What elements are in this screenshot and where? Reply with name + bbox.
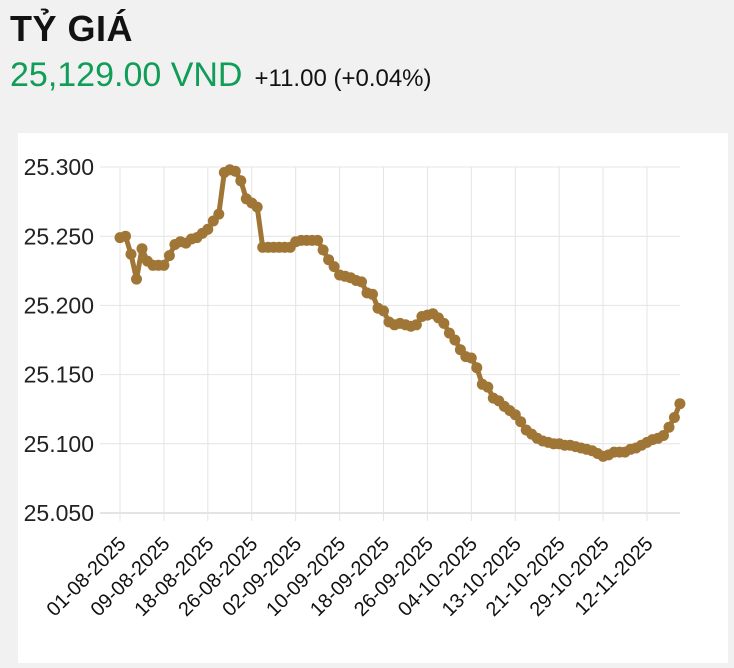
widget-header: TỶ GIÁ 25,129.00 VND +11.00 (+0.04%)	[0, 0, 734, 95]
data-point-marker[interactable]	[674, 398, 686, 410]
y-axis-tick-label: 25.300	[24, 154, 94, 180]
chart-card: 25.300 25.250 25.200 25.150 25.100 25.050 01-0…	[18, 133, 728, 663]
data-point-marker[interactable]	[367, 288, 378, 300]
data-point-marker[interactable]	[120, 230, 131, 242]
data-point-marker[interactable]	[449, 334, 461, 346]
y-axis-tick-label: 25.100	[24, 431, 94, 457]
data-point-marker[interactable]	[438, 317, 450, 329]
data-point-marker[interactable]	[312, 234, 324, 246]
data-point-marker[interactable]	[668, 412, 680, 423]
current-price: 25,129.00 VND	[10, 56, 243, 94]
exchange-rate-chart[interactable]: 25.30025.25025.20025.15025.10025.05001-0…	[18, 133, 728, 663]
data-point-marker[interactable]	[482, 381, 494, 393]
data-point-marker[interactable]	[317, 244, 329, 256]
data-point-marker[interactable]	[125, 248, 137, 260]
data-point-marker[interactable]	[229, 165, 241, 177]
y-axis-tick-label: 25.150	[24, 362, 94, 388]
data-point-marker[interactable]	[328, 261, 340, 273]
data-point-marker[interactable]	[235, 175, 247, 187]
price-change: +11.00 (+0.04%)	[254, 65, 432, 92]
price-row: 25,129.00 VND +11.00 (+0.04%)	[10, 56, 734, 95]
data-point-marker[interactable]	[658, 430, 669, 441]
data-point-marker[interactable]	[163, 250, 175, 262]
data-point-marker[interactable]	[251, 201, 263, 213]
data-point-marker[interactable]	[378, 305, 389, 317]
data-point-marker[interactable]	[515, 416, 527, 428]
price-line	[117, 167, 683, 459]
widget-title: TỶ GIÁ	[10, 8, 134, 49]
data-point-marker[interactable]	[471, 362, 483, 374]
data-point-marker[interactable]	[202, 223, 214, 235]
y-axis-tick-label: 25.050	[24, 500, 94, 526]
data-point-marker[interactable]	[131, 273, 142, 285]
data-point-marker[interactable]	[410, 319, 422, 331]
data-point-marker[interactable]	[158, 259, 170, 271]
y-axis-tick-label: 25.200	[24, 292, 94, 318]
data-point-marker[interactable]	[213, 208, 225, 220]
data-point-marker[interactable]	[356, 276, 367, 288]
data-point-marker[interactable]	[136, 243, 148, 255]
data-point-marker[interactable]	[663, 421, 675, 433]
data-point-marker[interactable]	[465, 352, 477, 364]
y-axis-tick-label: 25.250	[24, 223, 94, 249]
